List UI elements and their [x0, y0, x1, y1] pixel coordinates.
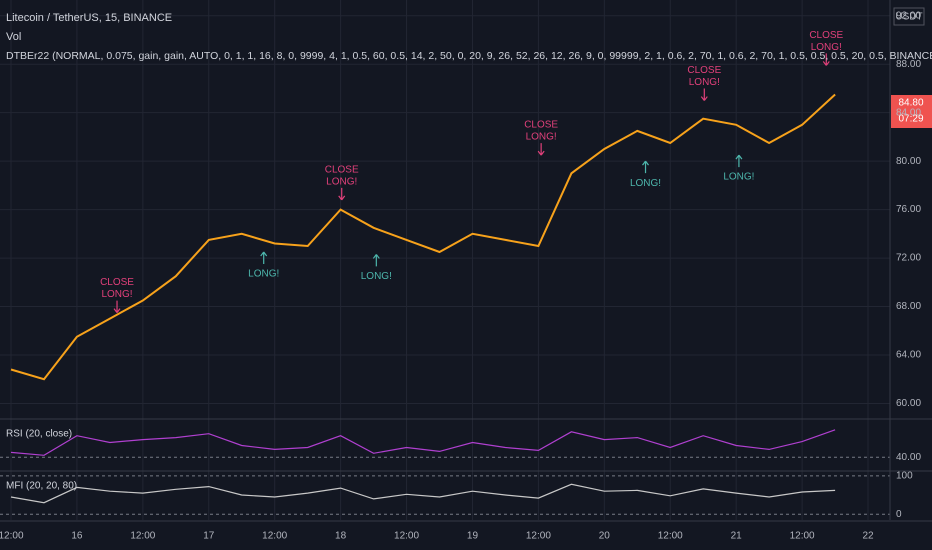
signal-label: CLOSE	[325, 165, 359, 176]
y-tick-label: 92.00	[896, 10, 921, 21]
signal-arrow	[338, 187, 346, 201]
price-line	[10, 483, 836, 504]
indicator-label: DTBEr22 (NORMAL, 0.075, gain, gain, AUTO…	[6, 50, 932, 62]
price-line	[10, 93, 836, 381]
signal-arrow	[822, 53, 830, 66]
currency-box	[893, 7, 925, 26]
y-tick-label: 88.00	[896, 59, 921, 70]
y-tick-label: 40.00	[896, 452, 921, 463]
signal-label: LONG!	[689, 77, 720, 88]
signal-label: CLOSE	[100, 277, 134, 288]
y-tick-label: 0	[896, 509, 902, 520]
signal-label: LONG!	[101, 289, 132, 300]
y-tick-label: 64.00	[896, 350, 921, 361]
signal-arrow	[372, 254, 380, 267]
signal-arrow	[537, 143, 545, 156]
x-tick-label: 12:00	[658, 531, 683, 542]
x-tick-label: 12:00	[790, 531, 815, 542]
signal-label: LONG!	[248, 269, 279, 280]
price-label: 84.80	[898, 98, 923, 109]
signal-label: CLOSE	[809, 30, 843, 41]
currency: USDT	[895, 12, 922, 23]
signal-label: LONG!	[526, 132, 557, 143]
y-tick-label: 100	[896, 470, 913, 481]
signal-arrow	[642, 160, 650, 174]
signal-arrow	[260, 251, 268, 265]
vol-label: Vol	[6, 31, 21, 43]
signal-arrow	[113, 300, 121, 313]
panel-title: RSI (20, close)	[6, 429, 72, 440]
y-tick-label: 84.00	[896, 107, 921, 118]
x-tick-label: 17	[203, 531, 215, 542]
grid	[0, 0, 890, 520]
signal-label: LONG!	[811, 42, 842, 53]
y-tick-label: 72.00	[896, 253, 921, 264]
x-tick-label: 12:00	[394, 531, 419, 542]
y-tick-label: 80.00	[896, 156, 921, 167]
x-tick-label: 18	[335, 531, 347, 542]
price-line	[10, 429, 836, 456]
signal-label: LONG!	[361, 271, 392, 282]
signal-label: LONG!	[630, 178, 661, 189]
x-tick-label: 16	[71, 531, 83, 542]
symbol-title: Litecoin / TetherUS, 15, BINANCE	[6, 12, 172, 24]
x-tick-label: 12:00	[130, 531, 155, 542]
signal-arrow	[735, 154, 743, 168]
price-tag	[891, 95, 932, 128]
x-tick-label: 21	[731, 531, 743, 542]
x-tick-label: 12:00	[0, 531, 24, 542]
signal-label: LONG!	[326, 177, 357, 188]
x-tick-label: 22	[862, 531, 874, 542]
signal-arrow	[700, 88, 708, 101]
y-tick-label: 68.00	[896, 301, 921, 312]
x-tick-label: 12:00	[526, 531, 551, 542]
x-tick-label: 12:00	[262, 531, 287, 542]
x-tick-label: 19	[467, 531, 479, 542]
signal-label: LONG!	[723, 172, 754, 183]
countdown: 07:29	[898, 114, 923, 125]
x-tick-label: 20	[599, 531, 611, 542]
y-tick-label: 76.00	[896, 204, 921, 215]
y-tick-label: 60.00	[896, 398, 921, 409]
signal-label: CLOSE	[524, 120, 558, 131]
panel-title: MFI (20, 20, 80)	[6, 481, 77, 492]
signal-label: CLOSE	[687, 65, 721, 76]
marks	[10, 53, 836, 504]
